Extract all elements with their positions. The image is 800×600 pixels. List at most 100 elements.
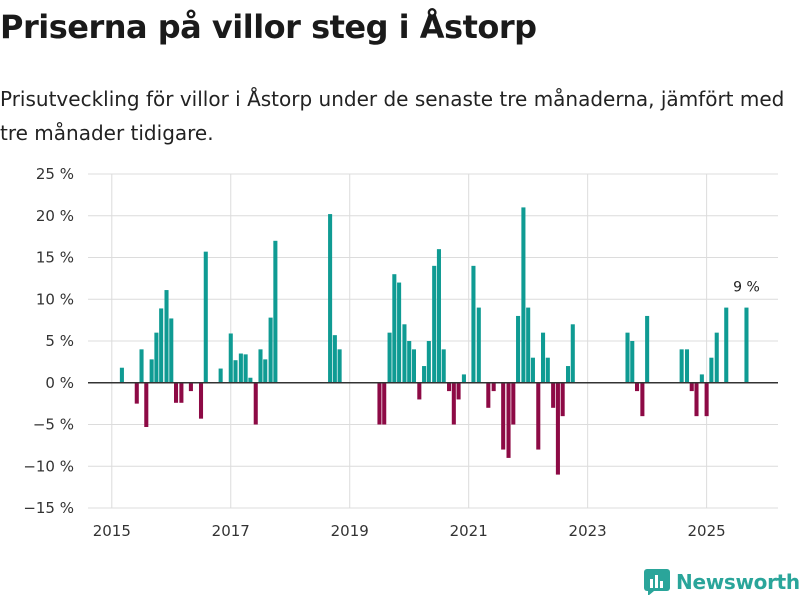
x-tick-label: 2025 <box>688 522 726 540</box>
bar-chart: −15 % −10 % −5 % 0 % 5 % 10 % 15 % 20 % 25 % 2015… <box>23 165 778 540</box>
y-tick-label: 5 % <box>45 332 74 350</box>
bar <box>238 353 243 383</box>
bar <box>516 315 521 383</box>
bar <box>377 382 382 425</box>
y-tick-label: −15 % <box>23 499 74 517</box>
x-tick-label: 2015 <box>93 522 131 540</box>
bar <box>634 382 640 392</box>
bar <box>154 332 159 383</box>
bar <box>476 307 481 383</box>
bar <box>149 359 154 383</box>
chart-title: Priserna på villor steg i Åstorp <box>0 8 537 46</box>
bar <box>526 307 531 383</box>
bar <box>248 377 253 383</box>
bar <box>332 335 337 383</box>
bar <box>555 382 560 475</box>
bar <box>724 307 729 383</box>
bar <box>565 366 571 383</box>
bar <box>422 366 427 383</box>
bar <box>263 359 268 383</box>
bar <box>119 367 124 383</box>
bar <box>456 382 461 400</box>
bar <box>387 332 392 383</box>
x-tick-label: 2021 <box>450 522 488 540</box>
chart-subtitle: Prisutveckling för villor i Åstorp under… <box>0 87 785 145</box>
y-tick-label: 10 % <box>36 290 74 308</box>
bar <box>699 374 704 383</box>
bar <box>570 324 575 383</box>
bar <box>506 382 511 458</box>
bar <box>392 274 397 383</box>
bar <box>134 382 139 404</box>
bar <box>174 382 179 403</box>
bar <box>144 382 149 428</box>
bar <box>164 290 169 383</box>
bar <box>694 382 699 417</box>
bar <box>382 382 387 425</box>
last-value-label: 9 % <box>733 280 760 296</box>
bar <box>441 349 446 383</box>
bar <box>218 368 223 383</box>
bar <box>511 382 516 425</box>
bar <box>491 382 496 392</box>
bar <box>640 382 645 417</box>
bar <box>411 349 416 383</box>
bar <box>407 341 412 383</box>
bar <box>169 318 174 383</box>
y-tick-label: 20 % <box>36 207 74 225</box>
y-tick-label: 15 % <box>36 249 74 267</box>
bar <box>471 265 476 383</box>
bar <box>645 315 650 383</box>
bar <box>328 214 333 383</box>
brand-logo: Newsworthy <box>644 566 800 598</box>
bar <box>337 349 342 383</box>
bar <box>541 332 546 383</box>
bar <box>233 360 238 383</box>
bar <box>501 382 506 450</box>
x-tick-label: 2023 <box>569 522 607 540</box>
bar <box>536 382 541 450</box>
bar <box>521 207 526 383</box>
bar <box>679 349 684 383</box>
bar <box>426 341 431 383</box>
y-tick-label: −10 % <box>23 457 74 475</box>
bar <box>268 317 273 383</box>
bar <box>432 265 437 383</box>
bar <box>253 382 258 425</box>
bar <box>486 382 491 408</box>
bar <box>684 349 690 383</box>
bar <box>436 249 441 383</box>
x-tick-label: 2017 <box>212 522 250 540</box>
y-tick-label: 0 % <box>45 374 74 392</box>
bar <box>188 382 193 392</box>
bar <box>630 341 635 383</box>
bar <box>179 382 184 403</box>
bar <box>625 332 630 383</box>
y-tick-label: 25 % <box>36 165 74 183</box>
bar <box>159 308 164 383</box>
bar <box>243 354 248 383</box>
bar <box>258 349 263 383</box>
bar <box>447 382 452 392</box>
bar <box>545 357 550 383</box>
bar <box>198 382 204 419</box>
bar <box>451 382 456 425</box>
bar <box>397 282 402 383</box>
bar <box>560 382 565 417</box>
bar <box>402 324 407 383</box>
x-tick-label: 2019 <box>331 522 369 540</box>
bar <box>709 357 714 383</box>
bar <box>203 251 208 383</box>
bar <box>551 382 556 408</box>
bar <box>417 382 422 400</box>
bar <box>228 333 233 383</box>
bar <box>704 382 709 417</box>
bar <box>714 332 719 383</box>
brand-name: Newsworthy <box>676 570 800 594</box>
bar <box>530 357 535 383</box>
bar <box>461 374 466 383</box>
bar <box>744 307 749 383</box>
y-tick-label: −5 % <box>33 416 74 434</box>
bar <box>689 382 694 392</box>
newsworthy-logo-icon <box>644 569 670 595</box>
